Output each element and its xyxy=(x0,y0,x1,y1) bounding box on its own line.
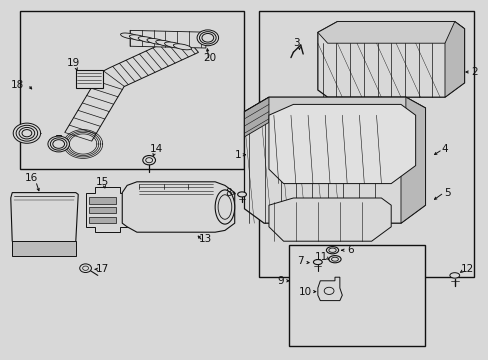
FancyBboxPatch shape xyxy=(89,217,116,223)
Text: 11: 11 xyxy=(314,252,328,262)
FancyBboxPatch shape xyxy=(20,11,244,169)
Circle shape xyxy=(202,33,213,42)
Text: 8: 8 xyxy=(224,188,231,198)
Ellipse shape xyxy=(218,195,231,219)
Ellipse shape xyxy=(313,260,322,265)
Circle shape xyxy=(80,264,91,273)
Ellipse shape xyxy=(138,37,156,42)
Polygon shape xyxy=(76,70,102,88)
Polygon shape xyxy=(317,22,464,97)
Text: 19: 19 xyxy=(66,58,80,68)
Polygon shape xyxy=(122,182,234,232)
Circle shape xyxy=(48,136,69,152)
Text: 18: 18 xyxy=(10,80,24,90)
Polygon shape xyxy=(400,97,425,223)
Text: 2: 2 xyxy=(470,67,477,77)
Ellipse shape xyxy=(328,256,341,263)
Text: 10: 10 xyxy=(299,287,311,297)
Text: 3: 3 xyxy=(292,38,299,48)
Polygon shape xyxy=(85,187,127,232)
Text: 5: 5 xyxy=(443,188,450,198)
Ellipse shape xyxy=(331,257,338,261)
Text: 1: 1 xyxy=(234,150,241,160)
Circle shape xyxy=(82,266,88,270)
Circle shape xyxy=(145,158,152,163)
Circle shape xyxy=(142,156,155,165)
Polygon shape xyxy=(11,193,78,248)
Circle shape xyxy=(19,127,35,139)
Text: 16: 16 xyxy=(25,173,39,183)
Circle shape xyxy=(13,123,41,143)
Polygon shape xyxy=(444,22,464,97)
Circle shape xyxy=(324,287,333,294)
Text: 17: 17 xyxy=(96,264,109,274)
FancyBboxPatch shape xyxy=(259,11,473,277)
FancyBboxPatch shape xyxy=(288,245,425,346)
Circle shape xyxy=(199,32,216,44)
Text: 7: 7 xyxy=(297,256,304,266)
Polygon shape xyxy=(317,277,342,301)
Ellipse shape xyxy=(449,273,459,278)
Circle shape xyxy=(50,138,67,150)
Text: 4: 4 xyxy=(441,144,447,154)
Polygon shape xyxy=(268,104,415,184)
FancyBboxPatch shape xyxy=(89,207,116,213)
Polygon shape xyxy=(12,241,76,256)
FancyBboxPatch shape xyxy=(89,197,116,204)
Ellipse shape xyxy=(173,44,191,50)
Ellipse shape xyxy=(237,192,246,197)
Ellipse shape xyxy=(164,42,182,48)
Circle shape xyxy=(53,140,64,148)
PathPatch shape xyxy=(65,34,198,141)
Ellipse shape xyxy=(129,35,147,41)
Circle shape xyxy=(16,125,38,141)
Ellipse shape xyxy=(147,39,164,44)
Ellipse shape xyxy=(326,247,338,254)
Ellipse shape xyxy=(328,248,336,252)
Text: 20: 20 xyxy=(203,53,216,63)
Polygon shape xyxy=(244,97,425,122)
Text: 14: 14 xyxy=(149,144,163,154)
Ellipse shape xyxy=(121,33,138,39)
Polygon shape xyxy=(244,97,268,137)
Polygon shape xyxy=(244,97,425,223)
Text: 13: 13 xyxy=(198,234,212,244)
Ellipse shape xyxy=(156,40,173,46)
Text: 9: 9 xyxy=(276,276,283,286)
Text: 6: 6 xyxy=(346,245,353,255)
Circle shape xyxy=(22,130,32,137)
Text: 12: 12 xyxy=(459,264,473,274)
Polygon shape xyxy=(268,198,390,241)
Ellipse shape xyxy=(215,190,234,224)
Circle shape xyxy=(197,30,218,46)
Text: 15: 15 xyxy=(96,177,109,187)
Polygon shape xyxy=(317,22,464,43)
